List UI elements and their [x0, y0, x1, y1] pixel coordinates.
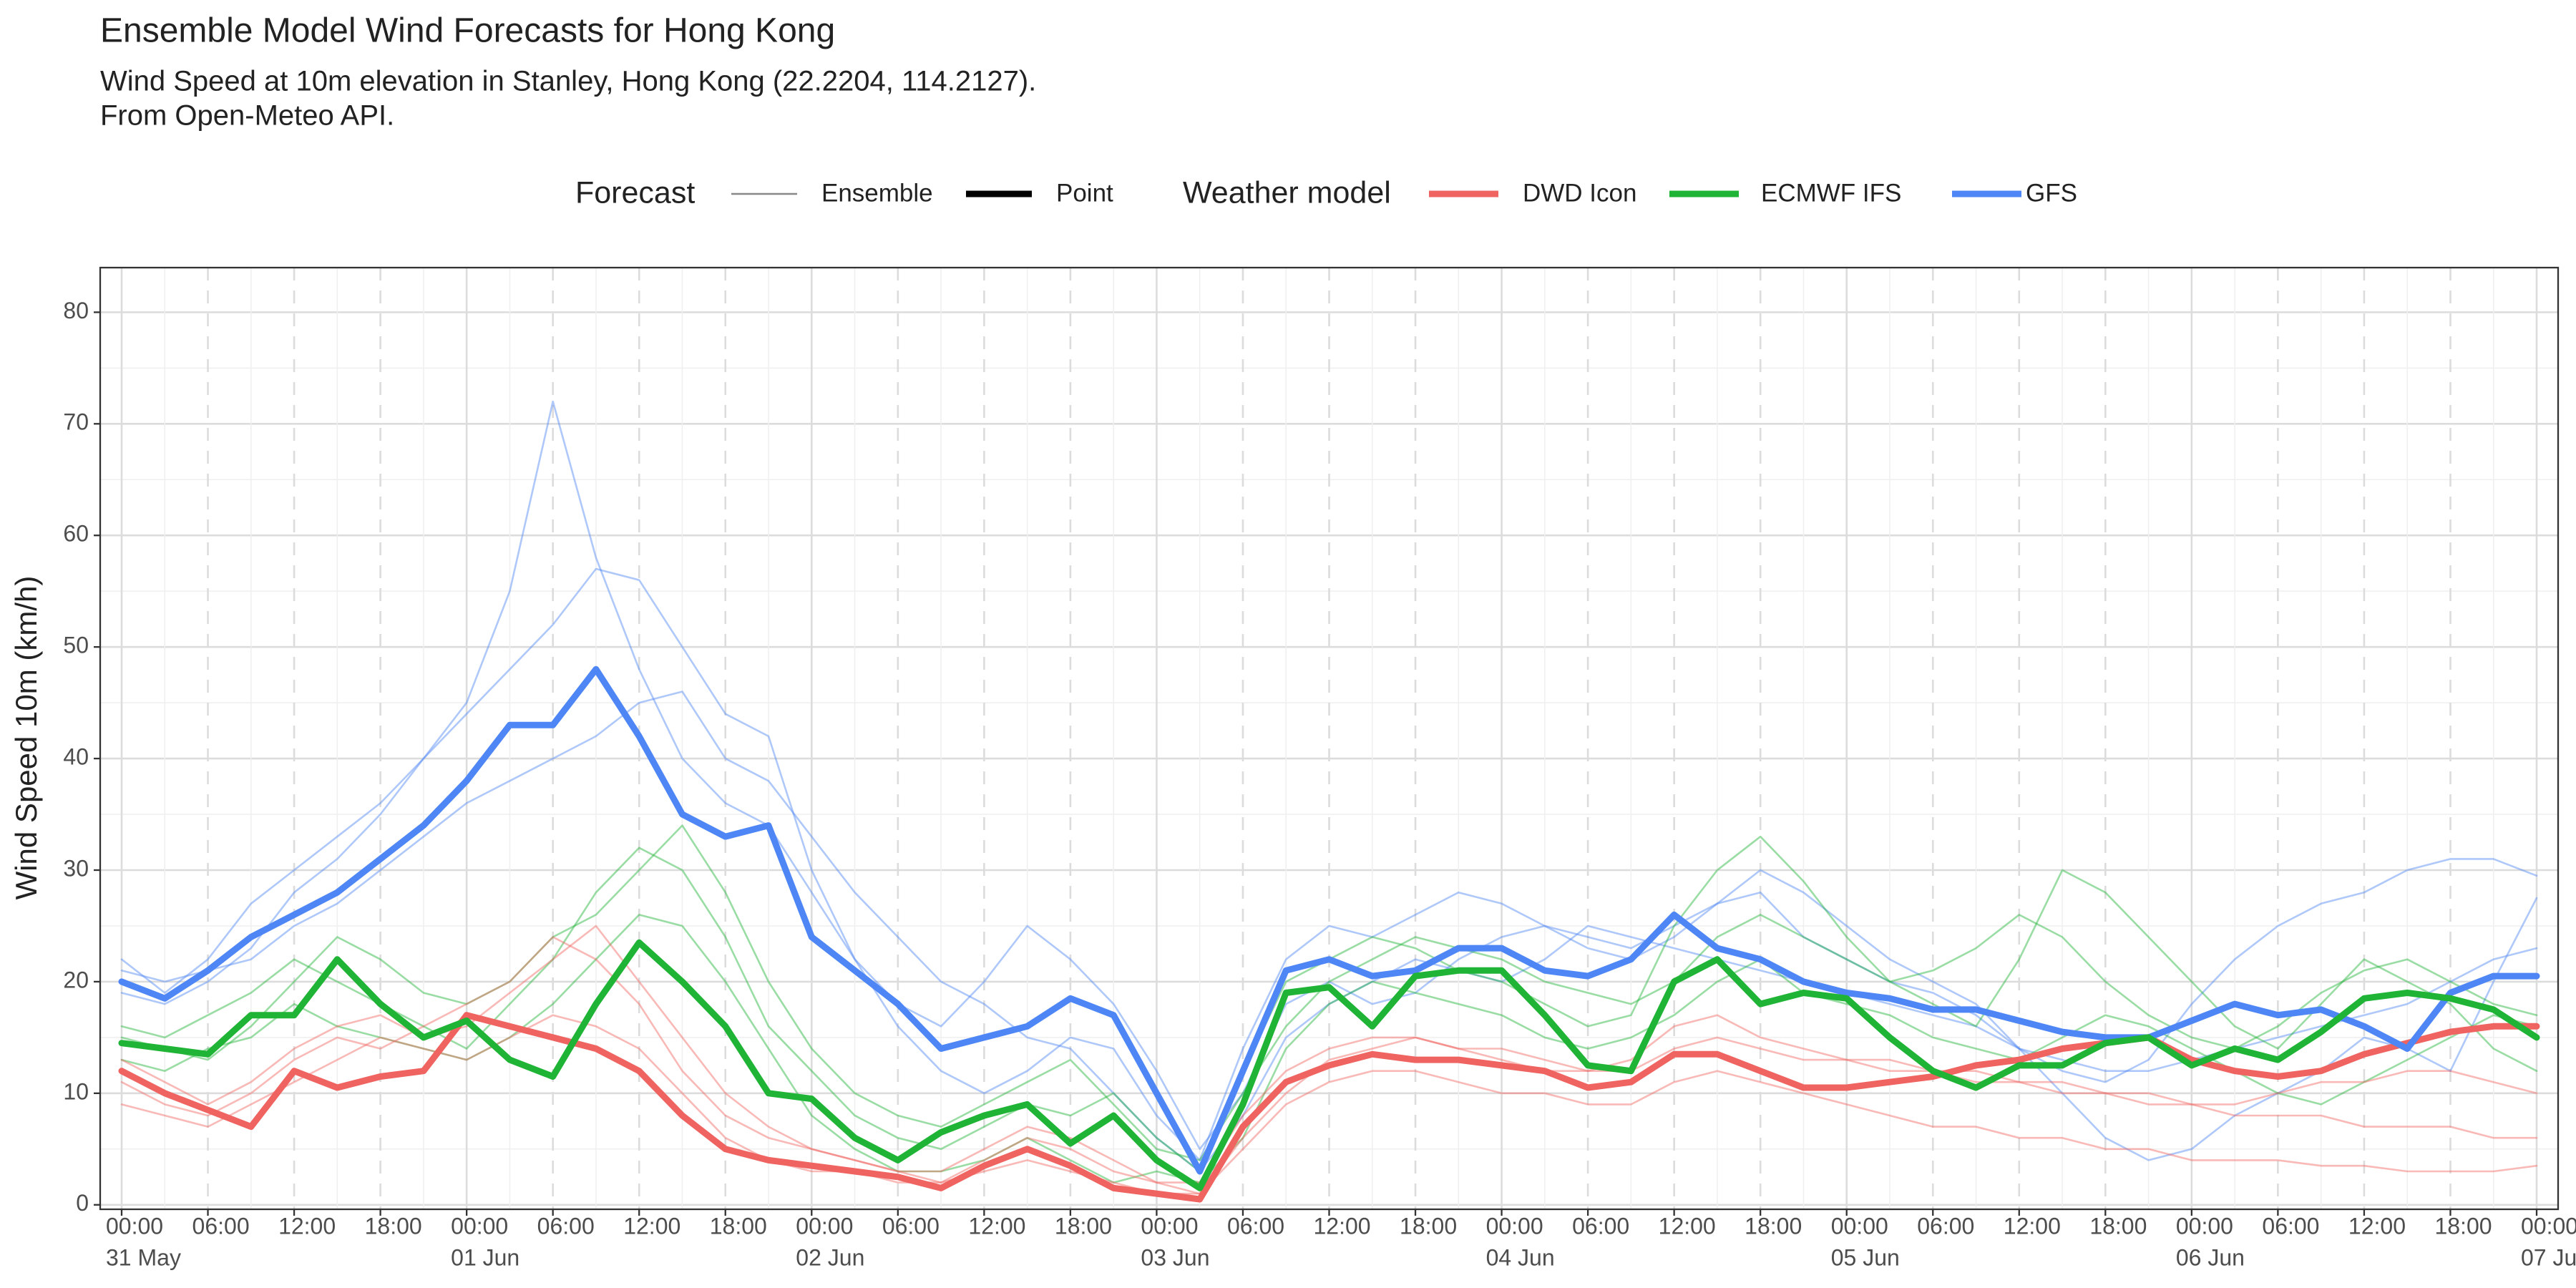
x-date-label: 03 Jun — [1141, 1244, 1209, 1270]
x-tick-label: 18:00 — [2089, 1213, 2147, 1239]
y-tick-label: 40 — [63, 744, 89, 770]
ensemble-line — [120, 924, 2538, 1184]
x-tick-label: 06:00 — [1227, 1213, 1284, 1239]
legend-label: ECMWF IFS — [1761, 179, 1901, 207]
x-tick-label: 06:00 — [882, 1213, 940, 1239]
x-tick-label: 06:00 — [192, 1213, 250, 1239]
x-tick-label: 00:00 — [106, 1213, 163, 1239]
x-tick-label: 18:00 — [710, 1213, 767, 1239]
point-forecast-line — [118, 939, 2540, 1191]
x-tick-label: 00:00 — [1831, 1213, 1888, 1239]
legend-label: Point — [1056, 179, 1113, 207]
x-date-label: 02 Jun — [796, 1244, 864, 1270]
y-tick-label: 20 — [63, 967, 89, 992]
x-date-label: 05 Jun — [1831, 1244, 1900, 1270]
legend-label: Ensemble — [821, 179, 933, 207]
x-date-label: 31 May — [106, 1244, 181, 1270]
ensemble-line — [120, 824, 2538, 1161]
x-tick-label: 18:00 — [1745, 1213, 1802, 1239]
y-tick-label: 10 — [63, 1078, 89, 1104]
legend-label: DWD Icon — [1523, 179, 1636, 207]
y-tick-label: 30 — [63, 855, 89, 881]
ensemble-line — [120, 567, 2538, 1161]
x-tick-label: 12:00 — [1314, 1213, 1371, 1239]
x-tick-label: 18:00 — [365, 1213, 422, 1239]
x-tick-label: 12:00 — [2004, 1213, 2061, 1239]
y-tick-label: 60 — [63, 521, 89, 547]
ensemble-line — [120, 691, 2538, 1173]
x-tick-label: 00:00 — [1486, 1213, 1543, 1239]
x-tick-label: 06:00 — [2262, 1213, 2319, 1239]
ensemble-line — [120, 936, 2538, 1195]
x-tick-label: 12:00 — [2348, 1213, 2406, 1239]
x-tick-label: 00:00 — [451, 1213, 508, 1239]
x-tick-label: 00:00 — [2176, 1213, 2233, 1239]
legend: Forecast Ensemble Point Weather model DW… — [575, 175, 2077, 210]
x-tick-label: 00:00 — [2521, 1213, 2576, 1239]
x-tick-label: 00:00 — [1141, 1213, 1198, 1239]
legend-title: Forecast — [575, 175, 695, 210]
x-date-label: 07 Jun — [2521, 1244, 2576, 1270]
x-tick-label: 00:00 — [796, 1213, 853, 1239]
y-tick-label: 80 — [63, 298, 89, 323]
y-tick-label: 70 — [63, 409, 89, 435]
x-date-label: 04 Jun — [1486, 1244, 1555, 1270]
x-tick-label: 06:00 — [1917, 1213, 1974, 1239]
x-tick-label: 12:00 — [278, 1213, 336, 1239]
x-tick-label: 12:00 — [1659, 1213, 1716, 1239]
ensemble-line — [120, 400, 2538, 1161]
x-tick-label: 06:00 — [537, 1213, 595, 1239]
chart-title: Ensemble Model Wind Forecasts for Hong K… — [100, 12, 835, 50]
x-date-label: 06 Jun — [2176, 1244, 2245, 1270]
legend-title: Weather model — [1183, 175, 1391, 210]
x-tick-label: 18:00 — [1400, 1213, 1457, 1239]
x-date-label: 01 Jun — [451, 1244, 519, 1270]
y-tick-label: 0 — [76, 1190, 89, 1216]
y-axis-title: Wind Speed 10m (km/h) — [9, 576, 43, 900]
x-tick-label: 12:00 — [968, 1213, 1025, 1239]
y-tick-label: 50 — [63, 633, 89, 658]
x-tick-label: 18:00 — [2434, 1213, 2492, 1239]
chart-subtitle: Wind Speed at 10m elevation in Stanley, … — [100, 66, 1036, 97]
legend-label: GFS — [2026, 179, 2077, 207]
x-tick-label: 18:00 — [1055, 1213, 1112, 1239]
ensemble-line — [120, 914, 2538, 1184]
chart-subtitle: From Open-Meteo API. — [100, 100, 394, 132]
x-tick-label: 12:00 — [623, 1213, 680, 1239]
x-tick-label: 06:00 — [1572, 1213, 1629, 1239]
